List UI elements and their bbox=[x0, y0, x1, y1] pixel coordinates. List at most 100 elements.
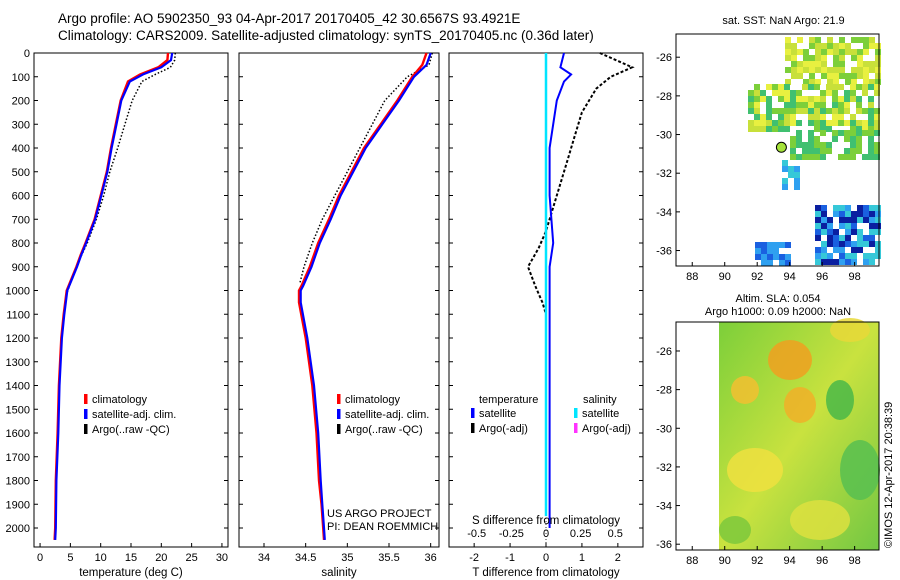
difference-legend-right-swatch-0 bbox=[574, 408, 578, 418]
sst-cell bbox=[833, 67, 839, 73]
sst-cell bbox=[766, 114, 772, 120]
sst-cell bbox=[785, 79, 791, 85]
sst-cell bbox=[845, 43, 851, 49]
sst-cell bbox=[856, 120, 862, 126]
sst-cell bbox=[748, 120, 754, 126]
temperature-series-climatology bbox=[53, 52, 170, 540]
sst-cell bbox=[839, 67, 845, 73]
temperature-xtick-label-5: 25 bbox=[186, 552, 198, 564]
sla-blob-5 bbox=[727, 448, 783, 492]
sst-cell bbox=[755, 254, 761, 260]
temperature-legend-swatch-2 bbox=[84, 424, 88, 434]
sst-cell bbox=[791, 55, 797, 61]
sst-cell bbox=[808, 136, 814, 142]
sst-cell bbox=[809, 67, 815, 73]
sst-cell bbox=[815, 43, 821, 49]
sst-cell bbox=[832, 120, 838, 126]
sla-blob-3 bbox=[830, 318, 870, 342]
salinity-legend-swatch-2 bbox=[337, 424, 341, 434]
sst-cell bbox=[778, 96, 784, 102]
sst-cell bbox=[845, 211, 851, 217]
depth-tick-label-1500: 1500 bbox=[6, 404, 30, 416]
sst-cell bbox=[869, 61, 875, 67]
difference-xlabel: T difference from climatology bbox=[472, 567, 619, 579]
sst-cell bbox=[790, 142, 796, 148]
sst-cell bbox=[785, 254, 791, 260]
salinity-panel: 34 34.5 35 35.5 36 salinity climatology satelli… bbox=[238, 52, 440, 579]
sst-cell bbox=[838, 84, 844, 90]
sst-cell bbox=[808, 154, 814, 160]
sst-cell bbox=[857, 229, 863, 235]
sst-cell bbox=[845, 73, 851, 79]
sst-cell bbox=[791, 43, 797, 49]
sst-cell bbox=[779, 242, 785, 248]
sst-cell bbox=[754, 108, 760, 114]
sst-cell bbox=[863, 217, 869, 223]
sst-cell bbox=[851, 37, 857, 43]
sst-cell bbox=[796, 130, 802, 136]
sst-cell bbox=[868, 154, 874, 160]
sst-cell bbox=[748, 108, 754, 114]
sst-cell bbox=[851, 217, 857, 223]
sst-map-ytick-label-1: -28 bbox=[656, 91, 672, 103]
sst-cell bbox=[827, 37, 833, 43]
sst-cell bbox=[833, 55, 839, 61]
sst-cell bbox=[869, 241, 875, 247]
sst-cell bbox=[863, 79, 869, 85]
temperature-legend-label-0: climatology bbox=[92, 394, 148, 406]
sst-cell bbox=[857, 241, 863, 247]
difference-legend-right-label-0: satellite bbox=[582, 408, 619, 420]
sst-cell bbox=[779, 260, 785, 266]
salinity-series-climatology bbox=[297, 52, 428, 540]
sst-cell bbox=[845, 223, 851, 229]
sst-cell bbox=[790, 90, 796, 96]
difference-panel: -2 -1 0 1 2 T difference from climatology -0.5… bbox=[448, 52, 644, 579]
sst-cell bbox=[788, 172, 794, 178]
sst-cell bbox=[826, 84, 832, 90]
sst-cell bbox=[820, 114, 826, 120]
sst-cell bbox=[796, 120, 802, 126]
sst-cell bbox=[862, 154, 868, 160]
sst-cell bbox=[748, 102, 754, 108]
sst-cell bbox=[821, 229, 827, 235]
sst-cell bbox=[868, 136, 874, 142]
sst-cell bbox=[851, 79, 857, 85]
sst-cell bbox=[856, 102, 862, 108]
sst-cell bbox=[827, 259, 833, 265]
depth-tick-label-2000: 2000 bbox=[6, 523, 30, 535]
sst-cell bbox=[790, 120, 796, 126]
sst-cell bbox=[856, 108, 862, 114]
sst-cell bbox=[826, 142, 832, 148]
salinity-xtick-label-0: 34 bbox=[258, 552, 270, 564]
sst-cell bbox=[779, 254, 785, 260]
sst-cell bbox=[875, 229, 881, 235]
sst-cell bbox=[850, 90, 856, 96]
difference-legend-right-label-1: Argo(-adj) bbox=[582, 423, 631, 435]
sst-cell bbox=[827, 43, 833, 49]
sst-cell bbox=[796, 154, 802, 160]
sla-map-ytick-label-3: -32 bbox=[656, 462, 672, 474]
sst-cell bbox=[821, 67, 827, 73]
sst-cell bbox=[844, 96, 850, 102]
sst-cell bbox=[874, 130, 880, 136]
sst-cell bbox=[808, 96, 814, 102]
temperature-series-argo bbox=[55, 52, 177, 481]
sst-cell bbox=[850, 126, 856, 132]
sst-cell bbox=[808, 102, 814, 108]
sst-cell bbox=[794, 172, 800, 178]
sst-cell bbox=[833, 247, 839, 253]
argo-float-marker bbox=[775, 141, 787, 153]
sst-cell bbox=[796, 142, 802, 148]
sst-cell bbox=[857, 67, 863, 73]
sst-cell bbox=[839, 253, 845, 259]
sst-cell bbox=[874, 154, 880, 160]
sst-cell bbox=[832, 130, 838, 136]
sst-cell bbox=[796, 102, 802, 108]
sst-cell bbox=[814, 148, 820, 154]
depth-tick-label-1000: 1000 bbox=[6, 286, 30, 298]
sla-map-xtick-label-4: 96 bbox=[816, 555, 828, 567]
sst-cell bbox=[874, 114, 880, 120]
sst-cell bbox=[869, 43, 875, 49]
sst-map-ytick-label-4: -34 bbox=[656, 207, 672, 219]
